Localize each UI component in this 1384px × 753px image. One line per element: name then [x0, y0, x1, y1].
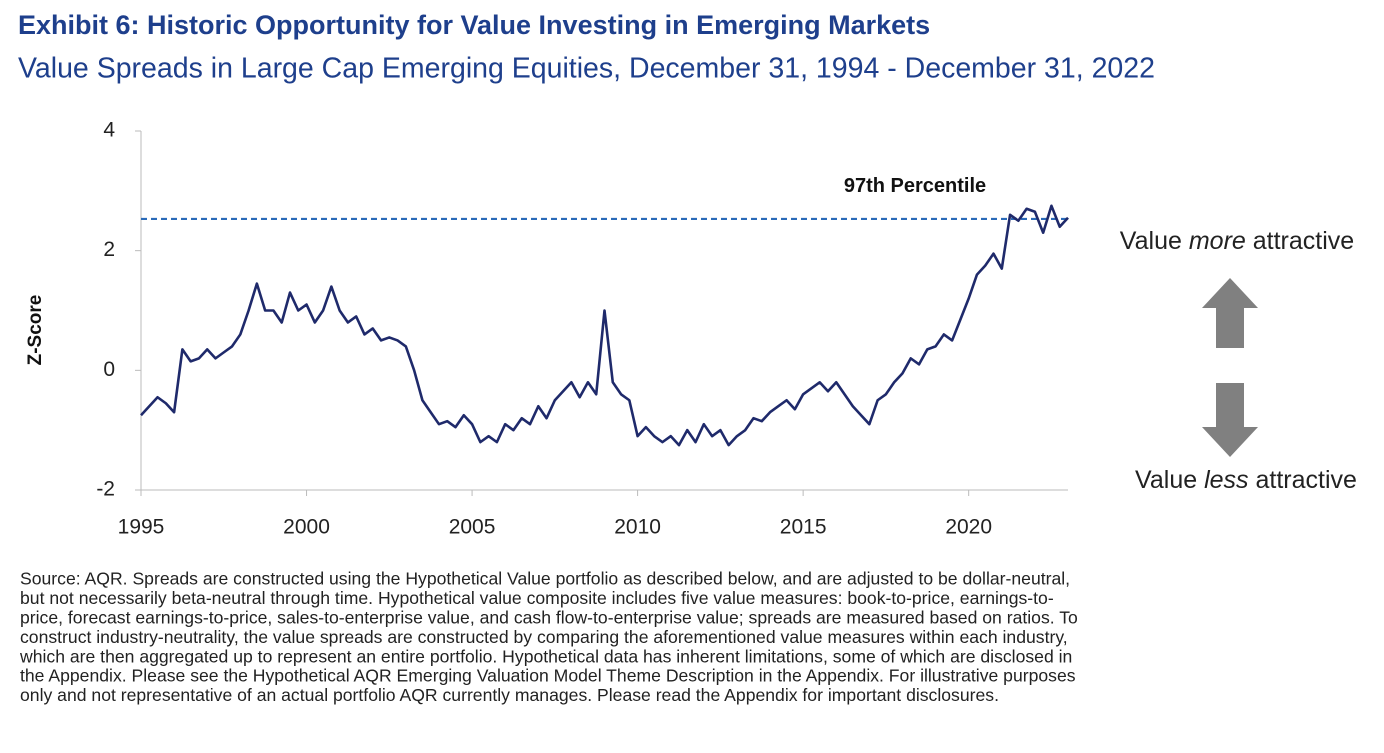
y-axis-label: Z-Score	[25, 295, 46, 366]
source-note: only and not representative of an actual…	[20, 685, 999, 705]
source-note: the Appendix. Please see the Hypothetica…	[20, 666, 1076, 686]
x-tick-label: 2005	[449, 516, 496, 539]
y-tick-label: -2	[96, 478, 115, 501]
x-tick-label: 1995	[118, 516, 165, 539]
source-note: price, forecast earnings-to-price, sales…	[20, 607, 1078, 627]
lower-note: Value less attractive	[1135, 466, 1357, 494]
upper-note-text: Value	[1120, 227, 1182, 255]
lower-note-emphasis: less	[1204, 466, 1248, 494]
series-line	[140, 204, 1069, 447]
y-tick-label: 0	[103, 358, 115, 381]
lower-note-text: attractive	[1256, 466, 1357, 494]
chart-title: Exhibit 6: Historic Opportunity for Valu…	[18, 10, 930, 40]
y-tick-label: 2	[103, 238, 115, 261]
threshold-label: 97th Percentile	[844, 175, 986, 197]
source-note: construct industry-neutrality, the value…	[20, 627, 1068, 647]
upper-note-emphasis: more	[1189, 227, 1246, 255]
up-arrow	[1202, 278, 1258, 348]
source-note: which are then aggregated up to represen…	[19, 646, 1072, 666]
down-arrow	[1202, 383, 1258, 457]
x-tick-label: 2000	[283, 516, 330, 539]
upper-note-text: attractive	[1253, 227, 1354, 255]
source-note: Source: AQR. Spreads are constructed usi…	[20, 569, 1070, 589]
x-tick-label: 2010	[614, 516, 661, 539]
lower-note-text: Value	[1135, 466, 1197, 494]
y-tick-label: 4	[103, 119, 115, 142]
x-tick-label: 2020	[945, 516, 992, 539]
upper-note: Value more attractive	[1120, 227, 1354, 255]
x-tick-label: 2015	[780, 516, 827, 539]
chart-subtitle: Value Spreads in Large Cap Emerging Equi…	[18, 53, 1155, 85]
source-note: but not necessarily beta-neutral through…	[20, 588, 1054, 608]
